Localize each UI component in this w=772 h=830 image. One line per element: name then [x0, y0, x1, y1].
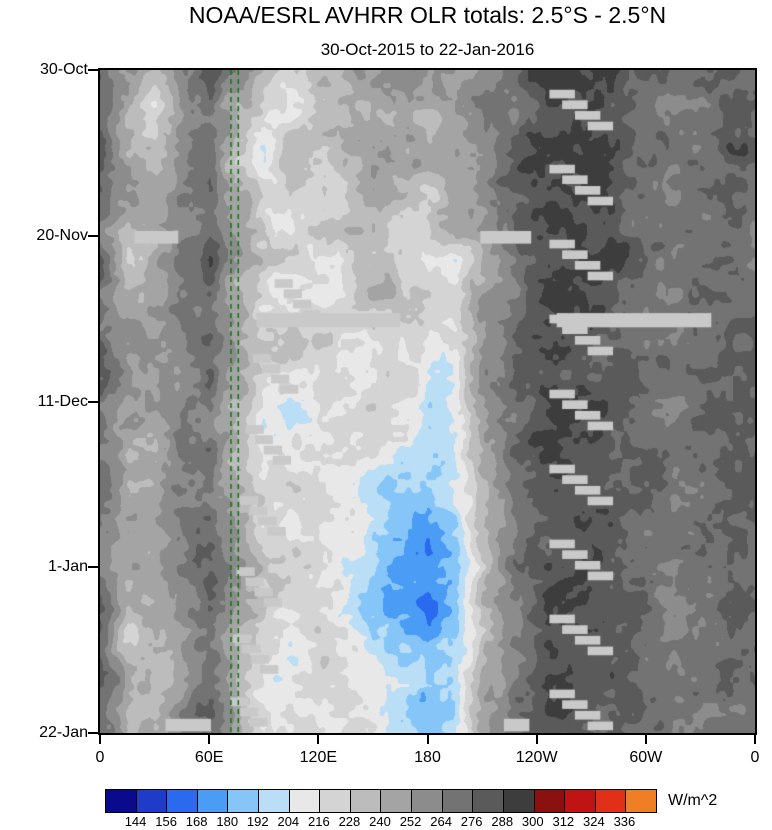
x-axis-tick-label: 60W	[629, 749, 663, 766]
colorbar-tick-label: 324	[583, 814, 605, 829]
colorbar-swatch	[412, 790, 443, 812]
colorbar-tick-label: 276	[460, 814, 483, 829]
colorbar-tick-label: 168	[185, 814, 208, 829]
x-axis-tick-label: 120W	[515, 749, 558, 766]
colorbar-swatch	[473, 790, 504, 812]
colorbar-swatch	[259, 790, 290, 812]
colorbar-swatch	[595, 790, 627, 812]
x-axis-tick-label: 60E	[194, 749, 224, 766]
x-axis-tick-label: 0	[95, 749, 105, 766]
colorbar-swatch	[197, 790, 229, 812]
colorbar-tick-label: 312	[552, 814, 575, 829]
x-axis-tick	[208, 735, 211, 744]
colorbar-tick-label: 288	[491, 814, 514, 829]
page-title: NOAA/ESRL AVHRR OLR totals: 2.5°S - 2.5°…	[188, 2, 667, 28]
colorbar-swatch	[106, 790, 137, 812]
x-axis-tick-label: 120E	[299, 749, 338, 766]
x-axis-tick	[644, 735, 647, 744]
x-axis-tick	[535, 735, 538, 744]
colorbar-tick-label: 252	[399, 814, 422, 829]
colorbar-tick-label: 240	[369, 814, 391, 829]
colorbar-swatch	[289, 790, 321, 812]
y-axis-tick-label: 20-Nov	[36, 226, 88, 244]
colorbar-swatch	[442, 790, 474, 812]
colorbar-swatch	[503, 790, 535, 812]
x-axis-tick-label: 0	[750, 749, 760, 766]
y-axis-tick	[88, 69, 98, 71]
colorbar-tick-label: 180	[216, 814, 239, 829]
x-axis-tick	[99, 735, 101, 744]
y-axis-tick-label: 11-Dec	[37, 392, 88, 410]
colorbar-tick-label: 204	[277, 814, 300, 829]
colorbar-swatch	[136, 790, 168, 812]
plot-area	[98, 68, 757, 735]
colorbar-swatch	[565, 790, 596, 812]
x-axis-tick-label: 180	[414, 749, 441, 766]
colorbar-tick-label: 300	[521, 814, 544, 829]
colorbar-units-label: W/m^2	[668, 792, 718, 809]
colorbar-swatch	[350, 790, 382, 812]
colorbar-tick-label: 144	[124, 814, 147, 829]
olr-hovmoller-field-canvas	[100, 70, 755, 733]
chart-subtitle: 30-Oct-2015 to 22-Jan-2016	[320, 40, 535, 59]
y-axis-tick	[88, 732, 98, 734]
y-axis-tick-label: 22-Jan	[39, 724, 88, 741]
y-axis-tick	[88, 400, 98, 403]
y-axis-tick	[88, 234, 98, 237]
colorbar-tick-label: 264	[430, 814, 452, 829]
colorbar-swatch	[320, 790, 351, 812]
colorbar-tick-label: 156	[155, 814, 177, 829]
colorbar-tick-label: 336	[613, 814, 636, 829]
colorbar-tick-label: 228	[338, 814, 361, 829]
y-axis-tick-label: 30-Oct	[39, 61, 88, 78]
colorbar-swatch	[167, 790, 198, 812]
y-axis-tick	[88, 566, 98, 569]
y-axis-tick-label: 1-Jan	[47, 558, 88, 576]
colorbar-tick-label: 192	[246, 814, 269, 829]
colorbar-swatch	[381, 790, 413, 812]
colorbar-swatch	[626, 790, 656, 812]
colorbar-tick-label: 216	[308, 814, 330, 829]
x-axis-tick	[754, 735, 756, 744]
colorbar-swatch	[534, 790, 566, 812]
colorbar-swatch	[228, 790, 260, 812]
colorbar	[105, 789, 657, 813]
x-axis-tick	[426, 735, 429, 744]
x-axis-tick	[317, 735, 320, 744]
